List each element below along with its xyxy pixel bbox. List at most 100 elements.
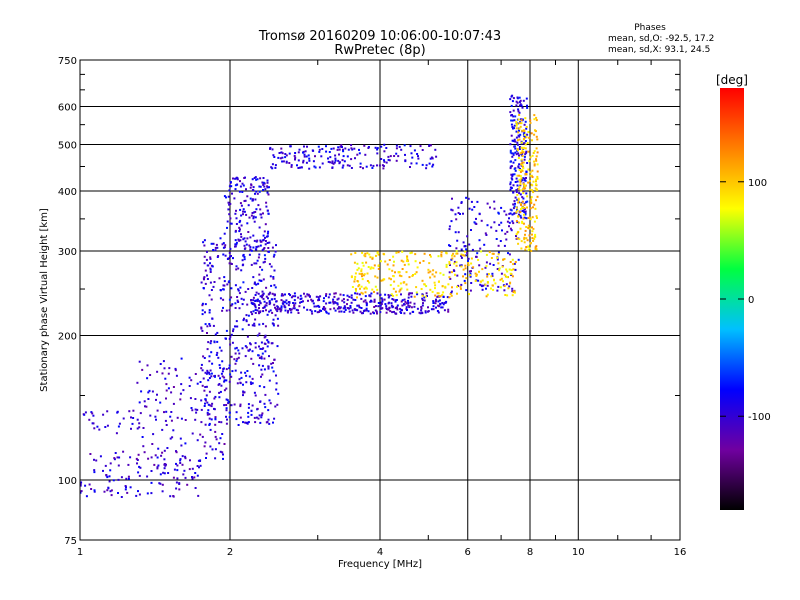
data-point — [255, 246, 258, 249]
data-point — [464, 282, 467, 285]
data-point — [242, 184, 245, 187]
data-point — [229, 217, 232, 220]
data-point — [532, 227, 535, 230]
data-point — [376, 276, 379, 279]
data-point — [249, 348, 251, 351]
data-point — [102, 469, 104, 472]
data-point — [245, 188, 247, 191]
data-point — [317, 304, 320, 307]
data-point — [362, 312, 364, 315]
data-point — [352, 311, 355, 314]
data-point — [369, 300, 372, 303]
data-point — [254, 346, 257, 349]
data-point — [534, 247, 537, 250]
data-point — [242, 390, 245, 393]
data-point — [366, 272, 369, 275]
data-point — [408, 292, 411, 295]
data-point — [466, 251, 469, 254]
data-point — [216, 331, 219, 334]
data-point — [485, 287, 487, 290]
data-point — [204, 303, 207, 306]
data-point — [535, 147, 538, 150]
data-point — [213, 281, 216, 283]
data-point — [266, 232, 269, 235]
data-point — [269, 309, 272, 312]
data-point — [257, 282, 260, 285]
data-point — [161, 451, 164, 454]
data-point — [237, 356, 240, 359]
data-point — [480, 250, 483, 253]
data-point — [259, 177, 262, 180]
data-point — [243, 244, 246, 247]
data-point — [280, 299, 283, 302]
data-point — [246, 303, 249, 306]
data-point — [464, 273, 467, 276]
data-point — [419, 261, 421, 264]
data-point — [240, 214, 243, 217]
data-point — [203, 255, 206, 258]
data-point — [204, 311, 206, 314]
data-point — [350, 301, 353, 304]
data-point — [508, 212, 511, 215]
data-point — [342, 294, 345, 297]
data-point — [373, 298, 376, 301]
x-tick-label: 6 — [465, 547, 471, 558]
data-point — [281, 152, 284, 155]
data-point — [431, 157, 434, 160]
data-point — [243, 237, 246, 240]
data-point — [533, 164, 536, 167]
data-point — [275, 382, 278, 385]
data-point — [236, 178, 239, 181]
data-point — [266, 345, 269, 348]
data-point — [479, 283, 482, 286]
data-point — [357, 285, 360, 288]
data-point — [220, 349, 223, 352]
data-point — [155, 398, 157, 401]
data-point — [254, 216, 257, 219]
data-point — [439, 272, 442, 275]
data-point — [249, 246, 252, 249]
data-point — [518, 138, 521, 141]
data-point — [235, 241, 238, 244]
data-point — [531, 237, 534, 240]
data-point — [410, 152, 413, 155]
data-point — [260, 375, 262, 378]
data-point — [204, 441, 207, 444]
data-point — [375, 254, 377, 257]
data-point — [351, 286, 354, 288]
data-point — [413, 302, 416, 305]
data-point — [509, 151, 512, 154]
data-point — [416, 307, 419, 310]
data-point — [288, 301, 291, 303]
data-point — [234, 347, 237, 350]
data-point — [522, 209, 525, 212]
data-point — [245, 213, 248, 216]
data-point — [223, 443, 226, 445]
data-point — [276, 308, 279, 310]
data-point — [221, 243, 224, 246]
data-point — [214, 333, 217, 336]
data-point — [404, 300, 407, 303]
data-point — [261, 290, 264, 293]
data-point — [138, 422, 141, 425]
data-point — [520, 177, 523, 180]
data-point — [531, 233, 533, 236]
data-point — [161, 372, 164, 375]
data-point — [203, 405, 206, 407]
data-point — [182, 473, 185, 476]
stats-heading: Phases — [634, 23, 666, 33]
data-point — [421, 279, 424, 282]
data-point — [531, 230, 534, 233]
data-point — [203, 239, 206, 242]
data-point — [508, 217, 510, 220]
data-point — [267, 409, 270, 412]
data-point — [533, 237, 536, 240]
data-point — [208, 311, 211, 314]
data-point — [363, 309, 366, 312]
data-point — [296, 164, 298, 167]
data-point — [513, 138, 516, 141]
data-point — [255, 416, 258, 419]
data-point — [381, 164, 384, 167]
data-point — [470, 282, 473, 284]
data-point — [273, 156, 276, 158]
